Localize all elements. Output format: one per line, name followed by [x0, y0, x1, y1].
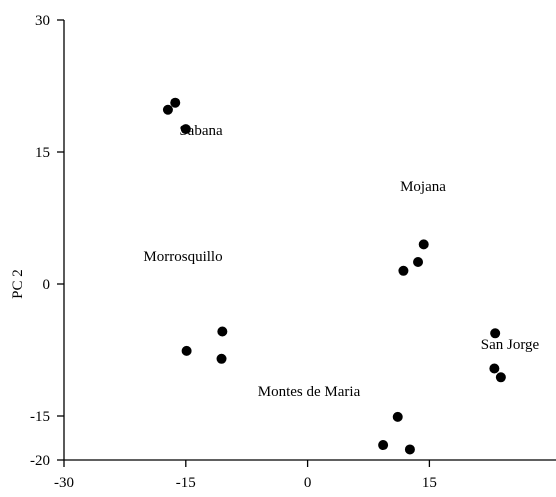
cluster-label: Mojana	[400, 179, 446, 195]
data-point	[398, 265, 409, 276]
y-tick-label: 30	[35, 13, 50, 29]
x-axis-ticks: -30 -15 0 15	[54, 460, 437, 491]
cluster-label: Montes de Maria	[258, 384, 361, 400]
data-point	[181, 345, 192, 356]
x-tick-label: 15	[422, 475, 437, 491]
data-point	[180, 124, 191, 135]
data-point	[490, 328, 501, 339]
y-axis-ticks: -20 -15 0 15 30	[30, 13, 64, 469]
axes	[63, 20, 556, 461]
cluster-label: Morrosquillo	[143, 249, 222, 265]
data-point	[404, 444, 415, 455]
data-point	[162, 104, 173, 115]
data-point	[216, 353, 227, 364]
cluster-label: San Jorge	[481, 337, 540, 353]
data-point	[418, 239, 429, 250]
data-point	[378, 440, 389, 451]
data-point	[489, 363, 500, 374]
x-tick-label: 0	[304, 475, 312, 491]
y-axis-label: PC 2	[10, 269, 26, 299]
y-tick-label: 15	[35, 145, 50, 161]
cluster-labels: Sabana Mojana Morrosquillo San Jorge Montes …	[143, 123, 539, 400]
x-tick-label: -15	[176, 475, 196, 491]
x-tick-label: -30	[54, 475, 74, 491]
data-point	[217, 326, 228, 337]
data-point	[495, 372, 506, 383]
y-tick-label: -15	[30, 409, 50, 425]
data-points	[162, 97, 506, 455]
y-tick-label: -20	[30, 453, 50, 469]
data-point	[392, 411, 403, 422]
cluster-label: Sabana	[179, 123, 223, 139]
data-point	[170, 97, 181, 108]
data-point	[413, 257, 424, 267]
y-tick-label: 0	[43, 277, 51, 293]
